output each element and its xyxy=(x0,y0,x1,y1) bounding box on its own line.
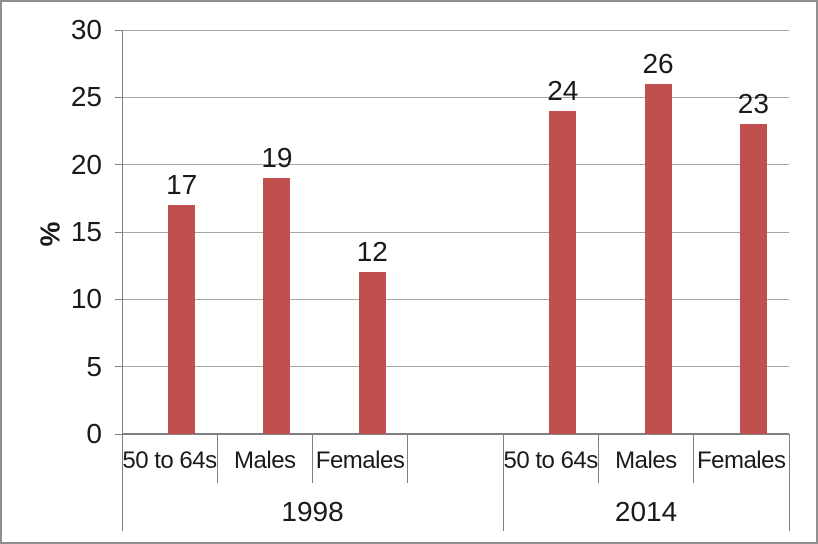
category-separator xyxy=(597,434,599,483)
x-axis-line xyxy=(122,433,789,435)
category-separator xyxy=(693,434,695,483)
bar xyxy=(644,83,672,434)
bar xyxy=(168,205,196,434)
category-label: Males xyxy=(615,447,677,474)
y-axis-tick xyxy=(115,298,122,300)
category-label: Females xyxy=(315,447,405,474)
bar-value-label: 24 xyxy=(547,74,579,106)
gridline xyxy=(122,96,789,98)
group-separator xyxy=(788,434,790,531)
bar xyxy=(358,272,386,434)
y-tick-label: 25 xyxy=(70,81,102,113)
y-tick-label: 30 xyxy=(70,14,102,45)
group-label: 1998 xyxy=(281,496,344,527)
y-tick-label: 10 xyxy=(70,283,102,315)
bar-value-label: 12 xyxy=(356,236,388,268)
gridline xyxy=(122,231,789,233)
category-separator xyxy=(216,434,218,483)
group-separator xyxy=(121,434,123,531)
gridline xyxy=(122,366,789,368)
y-axis-tick xyxy=(115,164,122,166)
bar xyxy=(263,178,291,434)
bar-value-label: 23 xyxy=(737,88,769,120)
bar-value-label: 19 xyxy=(261,142,293,174)
y-axis-tick xyxy=(115,96,122,98)
y-axis-tick xyxy=(115,433,122,435)
category-label: 50 to 64s xyxy=(122,447,217,474)
gridline xyxy=(122,164,789,166)
y-axis-tick xyxy=(115,29,122,31)
gridline xyxy=(122,298,789,300)
group-label: 2014 xyxy=(614,496,678,527)
gridline xyxy=(122,29,789,31)
y-axis-tick xyxy=(115,366,122,368)
category-label: Males xyxy=(234,447,296,474)
category-label: Females xyxy=(696,447,786,474)
category-separator xyxy=(312,434,314,483)
y-axis-line xyxy=(122,30,123,434)
y-axis-tick xyxy=(115,231,122,233)
bar xyxy=(549,110,577,434)
bar xyxy=(739,124,767,434)
y-tick-label: 5 xyxy=(86,350,102,382)
y-tick-label: 20 xyxy=(70,148,102,180)
category-label: 50 to 64s xyxy=(503,447,599,474)
bar-value-label: 17 xyxy=(166,169,198,201)
group-separator xyxy=(502,434,504,531)
bar-value-label: 26 xyxy=(642,47,674,79)
category-separator xyxy=(407,434,409,483)
y-tick-label: 15 xyxy=(70,216,102,247)
y-tick-label: 0 xyxy=(86,418,102,449)
